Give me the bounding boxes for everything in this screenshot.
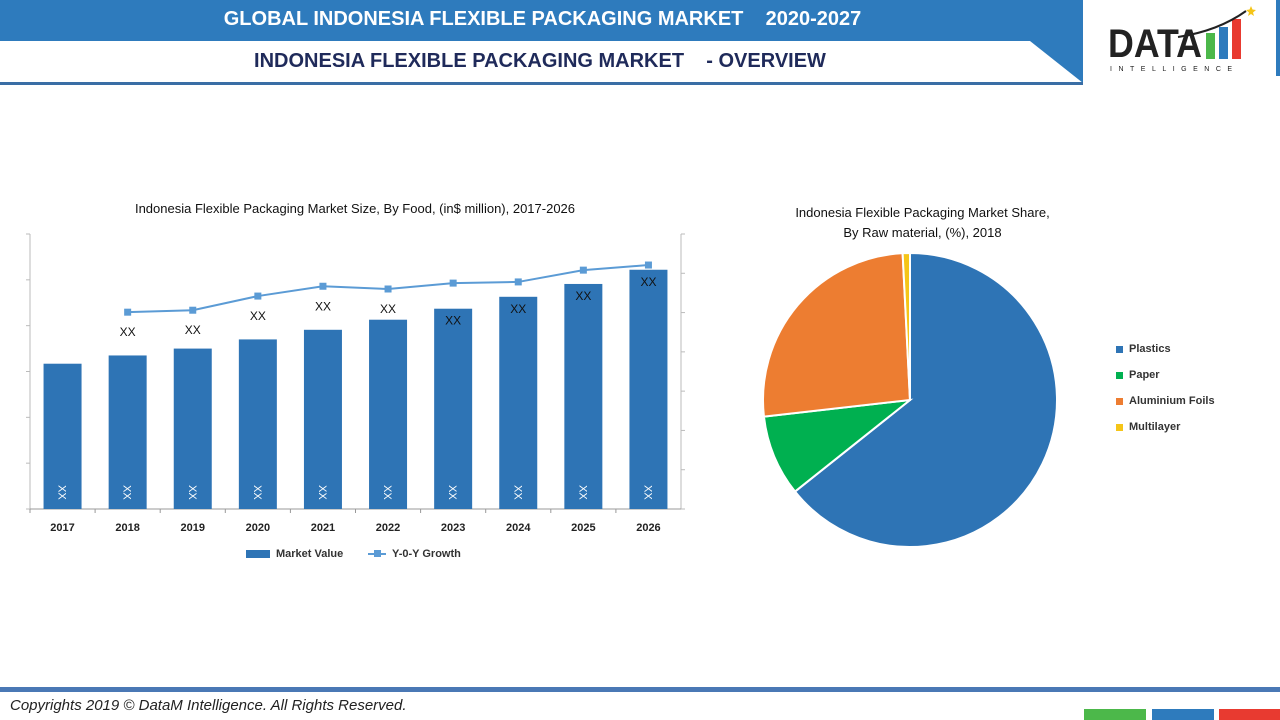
x-tick-label: 2017 <box>50 522 74 534</box>
legend-aluminium-foils: Aluminium Foils <box>1116 395 1215 407</box>
bar-label: XX <box>316 485 328 500</box>
x-tick-label: 2024 <box>506 522 531 534</box>
legend-multilayer: Multilayer <box>1116 421 1215 433</box>
growth-label: XX <box>640 275 656 289</box>
growth-point-2023 <box>449 279 457 287</box>
x-tick-label: 2025 <box>571 522 595 534</box>
growth-point-2026 <box>644 261 652 269</box>
legend-label: Multilayer <box>1129 421 1181 433</box>
svg-text:INTELLIGENCE: INTELLIGENCE <box>1110 66 1239 73</box>
bar-2023 <box>434 308 473 509</box>
bar-label: XX <box>121 485 133 500</box>
footer-block-red <box>1219 709 1280 720</box>
x-tick-label: 2022 <box>376 522 400 534</box>
pie-slice-plastics <box>793 251 1058 548</box>
legend-label: Plastics <box>1129 343 1171 355</box>
bar-label: XX <box>381 485 393 500</box>
growth-label: XX <box>120 325 136 339</box>
bar-label: XX <box>251 485 263 500</box>
bar-label: XX <box>446 485 458 500</box>
header-decoration <box>1030 41 1083 83</box>
bar-label: XX <box>641 485 653 500</box>
bar-2019 <box>173 348 212 509</box>
growth-point-2024 <box>514 278 522 286</box>
x-tick-label: 2023 <box>441 522 465 534</box>
datam-logo: DATA INTELLIGENCE <box>1108 6 1256 73</box>
bar-label: XX <box>186 485 198 500</box>
footer-block-green <box>1084 709 1146 720</box>
growth-point-2025 <box>579 266 587 274</box>
legend-swatch <box>1116 423 1123 431</box>
legend-paper: Paper <box>1116 369 1215 381</box>
pie-slice-paper <box>762 398 914 493</box>
growth-point-2020 <box>254 292 262 300</box>
bar-2024 <box>499 296 538 509</box>
bar-2018 <box>108 355 147 509</box>
bar-2026 <box>629 269 668 509</box>
growth-point-2018 <box>124 308 132 316</box>
growth-label: XX <box>315 299 331 313</box>
growth-label: XX <box>250 309 266 323</box>
page-subtitle: INDONESIA FLEXIBLE PACKAGING MARKET - OV… <box>254 50 826 72</box>
growth-label: XX <box>380 302 396 316</box>
bar-label: XX <box>511 485 523 500</box>
pie-chart-title: Indonesia Flexible Packaging Market Shar… <box>795 205 1050 240</box>
header-bar <box>0 0 1083 41</box>
bar-label: XX <box>576 485 588 500</box>
growth-label: XX <box>445 314 461 328</box>
growth-label: XX <box>575 289 591 303</box>
footer-block-blue <box>1152 709 1214 720</box>
legend-swatch <box>1116 345 1123 353</box>
pie-slice-multilayer <box>901 251 911 401</box>
legend-plastics: Plastics <box>1116 343 1215 355</box>
page-title: GLOBAL INDONESIA FLEXIBLE PACKAGING MARK… <box>223 8 862 30</box>
legend-yoy-growth: Y-0-Y Growth <box>368 548 461 560</box>
x-tick-label: 2020 <box>246 522 270 534</box>
growth-label: XX <box>510 302 526 316</box>
growth-point-2021 <box>319 282 327 290</box>
bar-2020 <box>238 339 277 509</box>
bar-2025 <box>564 283 603 509</box>
growth-label: XX <box>185 323 201 337</box>
bar-2022 <box>369 319 408 509</box>
legend-swatch <box>1116 397 1123 405</box>
bar-label: XX <box>56 485 68 500</box>
header-accent <box>1276 0 1280 76</box>
pie-slice-aluminium-foils <box>762 252 912 418</box>
bar-2021 <box>303 329 342 509</box>
bar-2017 <box>43 363 82 509</box>
legend-swatch <box>1116 371 1123 379</box>
pie-chart <box>762 251 1058 548</box>
divider <box>0 82 1083 85</box>
x-tick-label: 2018 <box>115 522 139 534</box>
growth-point-2019 <box>189 306 197 314</box>
legend-label: Paper <box>1129 369 1160 381</box>
x-tick-label: 2026 <box>636 522 660 534</box>
svg-text:DATA: DATA <box>1108 22 1202 66</box>
legend-label: Aluminium Foils <box>1129 395 1215 407</box>
footer-divider <box>0 687 1280 692</box>
x-tick-label: 2019 <box>181 522 205 534</box>
bar-chart: XX 2017 XX 2018 XX 2019 XX 2020 XX 2021 XX 2022 XX 20… <box>26 233 685 534</box>
copyright: Copyrights 2019 © DataM Intelligence. Al… <box>10 697 407 714</box>
growth-point-2022 <box>384 285 392 293</box>
pie-legend: Plastics Paper Aluminium Foils Multilayer <box>1116 343 1215 447</box>
bar-chart-title: Indonesia Flexible Packaging Market Size… <box>134 201 576 216</box>
x-tick-label: 2021 <box>311 522 335 534</box>
legend-market-value: Market Value <box>246 548 343 560</box>
